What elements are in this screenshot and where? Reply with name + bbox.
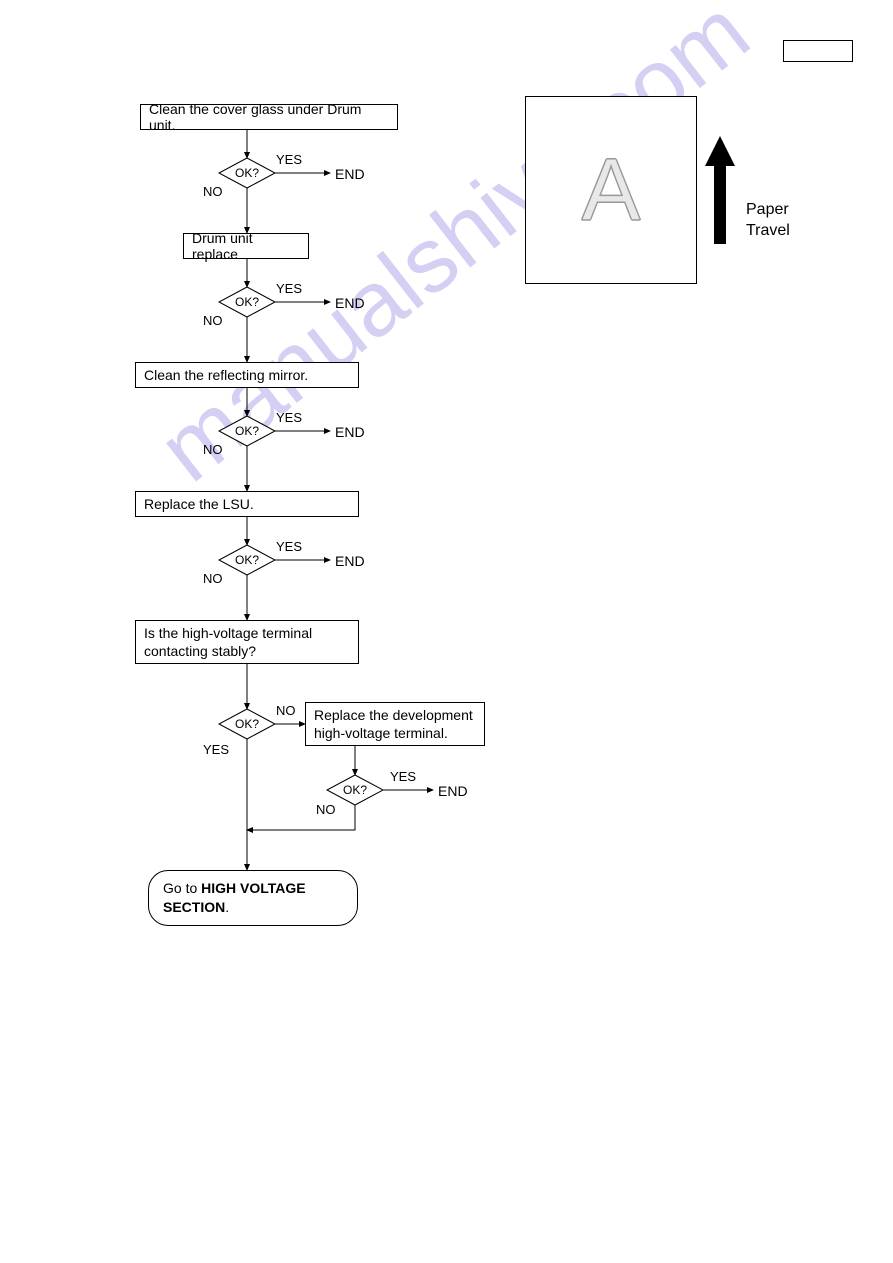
decision-d1: OK? <box>219 158 275 188</box>
end-label: END <box>335 295 365 311</box>
step-replace-hv-terminal: Replace the development high-voltage ter… <box>305 702 485 746</box>
svg-text:OK?: OK? <box>235 295 259 309</box>
flowchart-svg: OK? OK? OK? OK? OK? OK? <box>0 0 893 1263</box>
decision-d3: OK? <box>219 416 275 446</box>
terminal-goto-hv: Go to HIGH VOLTAGE SECTION. <box>148 870 358 926</box>
end-label: END <box>335 166 365 182</box>
step-replace-lsu: Replace the LSU. <box>135 491 359 517</box>
step-label: Replace the development high-voltage ter… <box>314 706 476 742</box>
branch-yes: YES <box>276 281 302 296</box>
step-label: Is the high-voltage terminal contacting … <box>144 624 350 660</box>
caption-line-2: Travel <box>746 222 790 239</box>
print-sample-box: A <box>525 96 697 284</box>
step-clean-mirror: Clean the reflecting mirror. <box>135 362 359 388</box>
decision-d2: OK? <box>219 287 275 317</box>
decision-d6: OK? <box>327 775 383 805</box>
caption-line-1: Paper <box>746 201 789 218</box>
step-label: Drum unit replace <box>192 230 300 262</box>
paper-travel-arrow <box>705 136 735 244</box>
decision-d5: OK? <box>219 709 275 739</box>
branch-yes: YES <box>203 742 229 757</box>
branch-yes: YES <box>276 539 302 554</box>
paper-travel-caption: Paper Travel <box>746 200 790 242</box>
end-label: END <box>438 783 468 799</box>
step-clean-cover-glass: Clean the cover glass under Drum unit. <box>140 104 398 130</box>
svg-text:OK?: OK? <box>343 783 367 797</box>
branch-no: NO <box>203 571 223 586</box>
terminal-prefix: Go to <box>163 880 201 896</box>
branch-no: NO <box>203 313 223 328</box>
end-label: END <box>335 553 365 569</box>
decision-d4: OK? <box>219 545 275 575</box>
terminal-suffix: . <box>225 899 229 915</box>
branch-no: NO <box>316 802 336 817</box>
step-drum-replace: Drum unit replace <box>183 233 309 259</box>
svg-text:OK?: OK? <box>235 717 259 731</box>
branch-no: NO <box>203 184 223 199</box>
branch-yes: YES <box>276 152 302 167</box>
ghost-letter: A <box>582 139 641 241</box>
branch-yes: YES <box>276 410 302 425</box>
branch-no: NO <box>203 442 223 457</box>
step-label: Clean the cover glass under Drum unit. <box>149 101 389 133</box>
svg-text:OK?: OK? <box>235 166 259 180</box>
svg-text:OK?: OK? <box>235 553 259 567</box>
step-hv-terminal-check: Is the high-voltage terminal contacting … <box>135 620 359 664</box>
step-label: Replace the LSU. <box>144 496 254 512</box>
end-label: END <box>335 424 365 440</box>
svg-text:OK?: OK? <box>235 424 259 438</box>
step-label: Clean the reflecting mirror. <box>144 367 308 383</box>
branch-yes: YES <box>390 769 416 784</box>
branch-no: NO <box>276 703 296 718</box>
